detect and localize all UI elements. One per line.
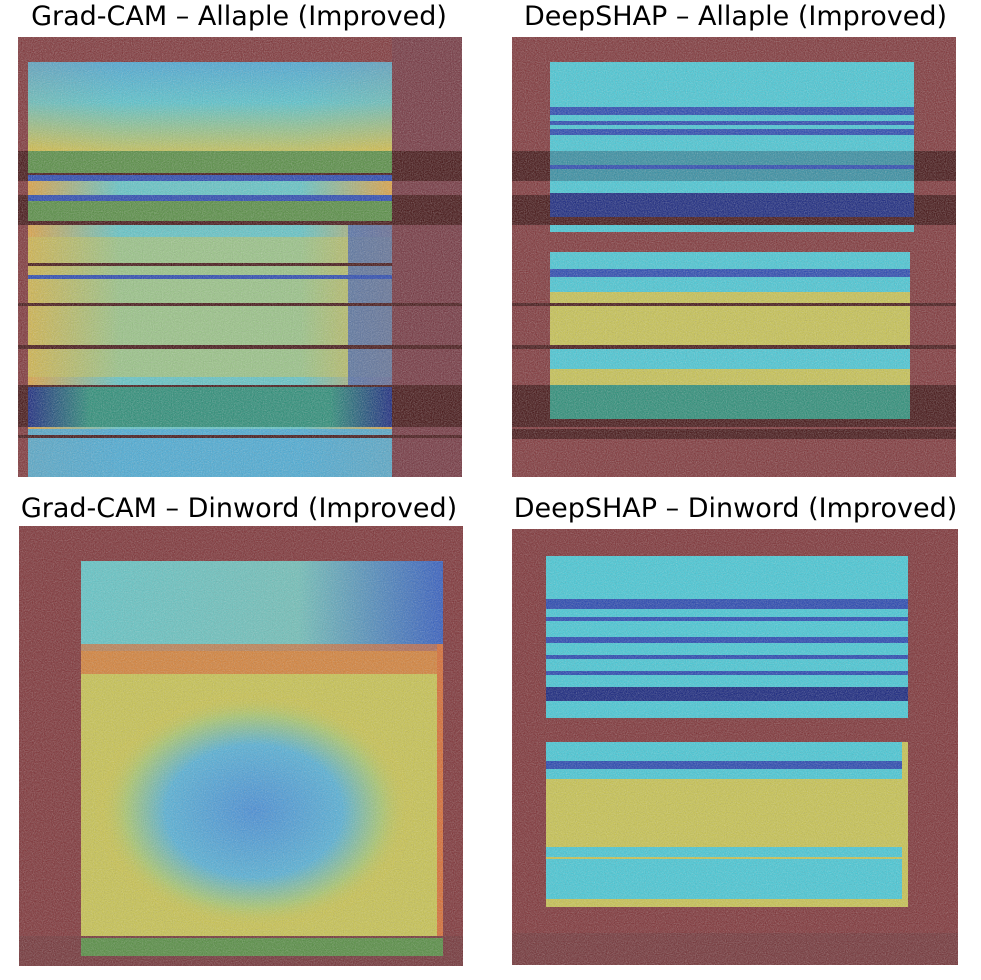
heatmap-image — [512, 529, 958, 965]
panel-title: DeepSHAP – Dinword (Improved) — [513, 493, 958, 524]
panel-title: DeepSHAP – Allaple (Improved) — [523, 1, 948, 32]
grad-cam-allaple-panel: Grad-CAM – Allaple (Improved) — [0, 0, 478, 480]
heatmap-image — [18, 37, 462, 477]
panel-title: Grad-CAM – Allaple (Improved) — [31, 1, 447, 32]
deepshap-allaple-panel: DeepSHAP – Allaple (Improved) — [490, 0, 981, 480]
heatmap-image — [19, 526, 463, 966]
deepshap-dinword-panel: DeepSHAP – Dinword (Improved) — [490, 490, 981, 980]
grad-cam-dinword-panel: Grad-CAM – Dinword (Improved) — [0, 490, 478, 980]
panel-title: Grad-CAM – Dinword (Improved) — [20, 493, 458, 524]
heatmap-image — [512, 37, 956, 477]
